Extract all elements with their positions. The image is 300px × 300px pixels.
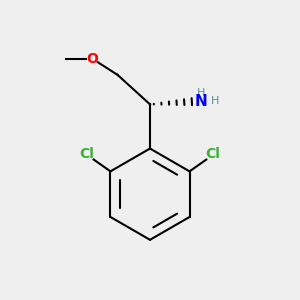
Text: H: H — [211, 96, 220, 106]
Text: H: H — [196, 88, 205, 98]
Text: O: O — [87, 52, 98, 66]
Text: Cl: Cl — [206, 147, 220, 161]
Text: Cl: Cl — [80, 147, 94, 161]
Text: N: N — [194, 94, 207, 109]
